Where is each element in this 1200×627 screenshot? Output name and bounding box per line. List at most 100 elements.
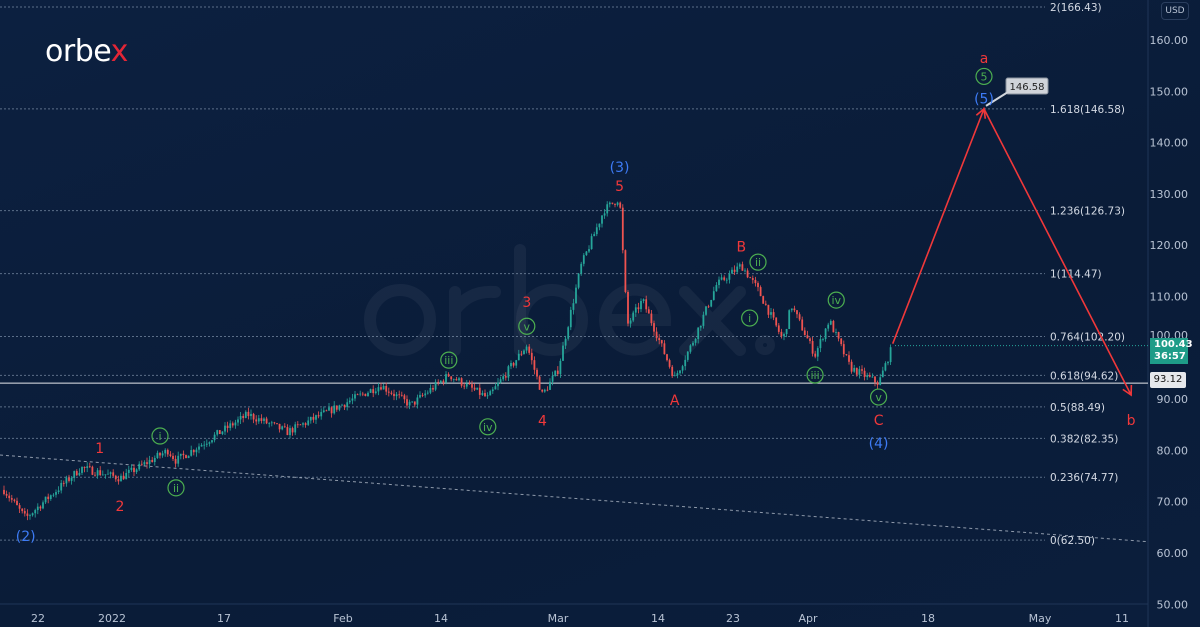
candle	[738, 264, 741, 267]
time-tick-label: Apr	[798, 612, 818, 625]
candle	[595, 227, 598, 235]
candle	[413, 401, 416, 405]
candle	[619, 202, 622, 208]
candle	[138, 463, 141, 470]
forecast-arrowhead-down	[1122, 384, 1133, 397]
candle	[211, 440, 213, 443]
wave-label-circle	[806, 366, 824, 384]
time-tick-label: Mar	[548, 612, 569, 625]
candle	[257, 418, 260, 422]
candle	[408, 401, 411, 406]
candle	[109, 472, 112, 474]
price-tick-label: 80.00	[1157, 444, 1189, 457]
candle	[551, 375, 554, 382]
wave-label: (4)	[869, 436, 889, 452]
candle	[814, 353, 817, 357]
candle	[445, 374, 447, 383]
candle	[395, 394, 398, 397]
price-tick-label: 130.00	[1150, 188, 1189, 201]
candle	[156, 452, 159, 459]
price-tick-label: 110.00	[1150, 291, 1189, 304]
candle	[117, 479, 120, 482]
candle	[179, 453, 182, 456]
candle	[166, 449, 169, 455]
candle	[858, 369, 861, 375]
candle	[218, 430, 221, 435]
candle	[673, 375, 676, 377]
candle	[75, 471, 78, 476]
candle	[528, 346, 531, 353]
fib-level-label: 0(62.50)	[1050, 535, 1095, 547]
candle	[637, 307, 640, 310]
candle	[650, 313, 653, 324]
candle	[785, 329, 788, 335]
time-tick-label: 14	[651, 612, 665, 625]
candle	[369, 389, 372, 393]
candle	[549, 381, 551, 390]
wave-label: A	[670, 393, 680, 409]
candle	[229, 423, 232, 428]
candle	[658, 338, 661, 341]
candle	[439, 380, 442, 383]
watermark-glyph	[679, 286, 746, 356]
candle	[598, 223, 601, 228]
candle	[328, 407, 330, 411]
candle	[783, 334, 785, 337]
candle	[889, 347, 892, 363]
candle	[811, 341, 814, 354]
candle	[192, 450, 195, 453]
fib-level-label: 0.5(88.49)	[1050, 402, 1105, 414]
candle	[829, 320, 832, 325]
candle	[816, 348, 819, 357]
wave-label: v	[875, 391, 882, 404]
candle	[159, 452, 161, 456]
candle	[447, 374, 450, 377]
candle	[265, 418, 268, 424]
candle	[541, 389, 544, 392]
candle	[382, 386, 385, 390]
currency-button[interactable]: USD	[1161, 2, 1189, 20]
wave-label: v	[524, 320, 531, 333]
candle	[185, 455, 187, 459]
candle	[523, 350, 525, 355]
candle	[81, 466, 83, 473]
candle	[351, 398, 354, 401]
candle	[419, 394, 421, 398]
candle	[57, 490, 60, 493]
candle	[122, 475, 125, 480]
wave-label-circle	[151, 427, 169, 445]
price-tick-label: 150.00	[1150, 85, 1189, 98]
candle	[455, 378, 458, 381]
candle-countdown: 36:57	[1154, 351, 1186, 362]
candle	[91, 466, 94, 475]
candle	[585, 251, 588, 256]
watermark-glyph	[755, 335, 775, 355]
candle	[221, 431, 224, 435]
candle	[83, 466, 86, 468]
wave-label-circle	[518, 317, 536, 335]
candle	[754, 279, 757, 284]
candle	[699, 325, 702, 328]
logo-text: orbe	[45, 34, 111, 69]
candle	[588, 249, 590, 252]
candle	[68, 477, 70, 481]
candle	[411, 401, 414, 403]
candle	[289, 428, 291, 436]
candle	[291, 428, 294, 433]
candle	[299, 424, 302, 426]
candle	[247, 411, 250, 417]
candle	[60, 482, 63, 491]
candle	[850, 361, 853, 372]
candle	[720, 277, 723, 280]
wave-label: iv	[483, 421, 493, 434]
candle	[377, 387, 380, 392]
candle	[484, 393, 486, 397]
candle	[13, 499, 16, 501]
candle	[387, 391, 390, 393]
candle	[481, 393, 484, 395]
candle	[725, 279, 728, 281]
candle	[172, 455, 174, 459]
time-tick-label: 11	[1115, 612, 1129, 625]
candle	[174, 458, 177, 464]
